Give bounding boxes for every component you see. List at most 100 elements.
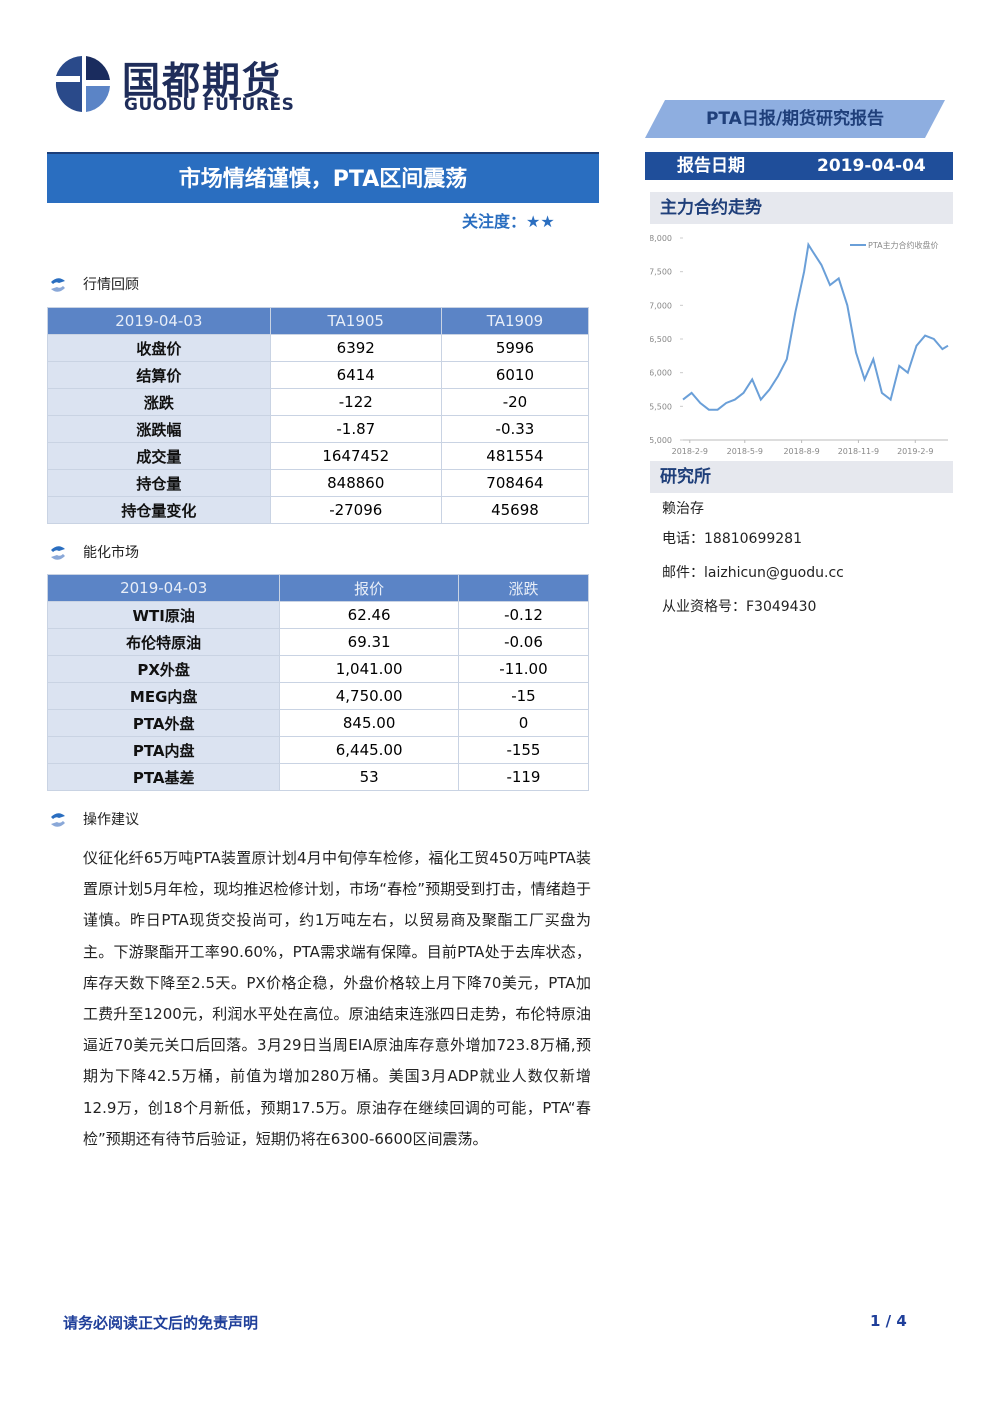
- row-label: WTI原油: [46, 601, 281, 629]
- report-date: 2019-04-04: [817, 156, 926, 176]
- table-row: MEG内盘 4,750.00 -15: [46, 682, 590, 710]
- table-cell: -0.33: [440, 415, 590, 443]
- logo-subtext: GUODU FUTURES: [124, 95, 295, 115]
- analyst-name: 赖治存: [662, 501, 704, 517]
- section-title: 能化市场: [83, 545, 139, 561]
- market-table: 2019-04-03 TA1905 TA1909 收盘价 6392 5996 结算价 6414…: [47, 307, 590, 524]
- header-cell: 2019-04-03: [46, 574, 281, 602]
- table-cell: 4,750.00: [279, 682, 459, 710]
- banner-shape: [645, 100, 945, 138]
- table-header-row: 2019-04-03 报价 涨跌: [46, 574, 590, 602]
- table-cell: 45698: [440, 496, 590, 524]
- row-label: MEG内盘: [46, 682, 281, 710]
- table-row: 布伦特原油 69.31 -0.06: [46, 628, 590, 656]
- x-tick-label: 2018-5-9: [727, 447, 763, 456]
- y-tick-label: 5,500: [650, 402, 672, 411]
- table-row: 涨跌幅 -1.87 -0.33: [47, 415, 590, 443]
- table-row: WTI原油 62.46 -0.12: [46, 601, 590, 629]
- row-label: 布伦特原油: [46, 628, 281, 656]
- table-cell: -0.06: [457, 628, 590, 656]
- phone: 电话：18810699281: [662, 531, 802, 547]
- row-label: 持仓量: [47, 469, 271, 497]
- table-cell: 6392: [269, 334, 442, 362]
- date-bar: 报告日期 2019-04-04: [645, 152, 953, 180]
- table-cell: -1.87: [269, 415, 442, 443]
- table-cell: 0: [457, 709, 590, 737]
- section-heading: 行情回顾: [47, 274, 139, 294]
- section-icon: [51, 278, 65, 292]
- table-cell: -20: [440, 388, 590, 416]
- date-label: 报告日期: [677, 156, 745, 176]
- logo-icon: [55, 56, 110, 112]
- row-label: 结算价: [47, 361, 271, 389]
- email: 邮件：laizhicun@guodu.cc: [662, 565, 844, 581]
- report-title: 市场情绪谨慎，PTA区间震荡: [47, 152, 599, 203]
- advice-paragraph: 仪征化纤65万吨PTA装置原计划4月中旬停车检修，福化工贸450万吨PTA装置原…: [83, 849, 591, 1148]
- table-cell: 1,041.00: [279, 655, 459, 683]
- x-tick-label: 2019-2-9: [897, 447, 933, 456]
- row-label: 收盘价: [47, 334, 271, 362]
- row-label: 成交量: [47, 442, 271, 470]
- logo-text: 国都期货: [122, 59, 283, 103]
- table-cell: 845.00: [279, 709, 459, 737]
- table-cell: 6,445.00: [279, 736, 459, 764]
- price-line: [682, 241, 949, 411]
- table-cell: 5996: [440, 334, 590, 362]
- table-cell: -15: [457, 682, 590, 710]
- table-cell: -119: [457, 763, 590, 791]
- icon-shape: [51, 813, 65, 819]
- header-cell: 报价: [279, 574, 459, 602]
- table-cell: 481554: [440, 442, 590, 470]
- x-tick-label: 2018-8-9: [783, 447, 819, 456]
- table-cell: 6414: [269, 361, 442, 389]
- header-cell: TA1909: [440, 307, 590, 335]
- table-cell: -122: [269, 388, 442, 416]
- disclaimer: 请务必阅读正文后的免责声明: [63, 1314, 259, 1332]
- row-label: 持仓量变化: [47, 496, 271, 524]
- row-label: 涨跌: [47, 388, 271, 416]
- table-row: 收盘价 6392 5996: [47, 334, 590, 362]
- energy-table: 2019-04-03 报价 涨跌 WTI原油 62.46 -0.12 布伦特原油 69.31-…: [46, 574, 590, 791]
- y-tick-label: 7,000: [650, 301, 672, 310]
- table-cell: -11.00: [457, 655, 590, 683]
- y-tick-label: 6,500: [650, 335, 672, 344]
- header-cell: 涨跌: [457, 574, 590, 602]
- header-cell: 2019-04-03: [47, 307, 271, 335]
- header-cell: TA1905: [269, 307, 442, 335]
- page-number: 1 / 4: [870, 1312, 907, 1330]
- table-row: PX外盘 1,041.00 -11.00: [46, 655, 590, 683]
- table-header-row: 2019-04-03 TA1905 TA1909: [47, 307, 590, 335]
- attention: 关注度：★★: [462, 208, 555, 232]
- chart: 5,000 5,500 6,000 6,500 7,000 7,500 8,000 2018-…: [650, 234, 949, 456]
- table-cell: -0.12: [457, 601, 590, 629]
- section-heading: 操作建议: [47, 809, 139, 829]
- table-cell: 6010: [440, 361, 590, 389]
- row-label: PTA外盘: [46, 709, 281, 737]
- table-row: PTA基差 53 -119: [46, 763, 590, 791]
- table-cell: 1647452: [269, 442, 442, 470]
- x-tick-label: 2018-2-9: [672, 447, 708, 456]
- table-cell: 62.46: [279, 601, 459, 629]
- icon-shape: [51, 546, 65, 552]
- row-label: 涨跌幅: [47, 415, 271, 443]
- row-label: PTA基差: [46, 763, 281, 791]
- attention-label: 关注度：: [462, 212, 527, 231]
- section-icon: [51, 546, 65, 560]
- license: 从业资格号：F3049430: [662, 599, 817, 615]
- icon-shape: [51, 554, 65, 560]
- row-label: PX外盘: [46, 655, 281, 683]
- icon-shape: [51, 821, 65, 827]
- section-title: 操作建议: [83, 812, 139, 828]
- table-row: PTA内盘 6,445.00 -155: [46, 736, 590, 764]
- table-cell: 708464: [440, 469, 590, 497]
- table-row: PTA外盘 845.00 0: [46, 709, 590, 737]
- y-tick-label: 6,000: [650, 369, 672, 378]
- table-cell: 848860: [269, 469, 442, 497]
- table-cell: -27096: [269, 496, 442, 524]
- chart-heading: 主力合约走势: [650, 192, 953, 224]
- section-icon: [51, 813, 65, 827]
- y-tick-label: 7,500: [650, 268, 672, 277]
- table-row: 结算价 6414 6010: [47, 361, 590, 389]
- attention-stars: ★★: [526, 212, 555, 231]
